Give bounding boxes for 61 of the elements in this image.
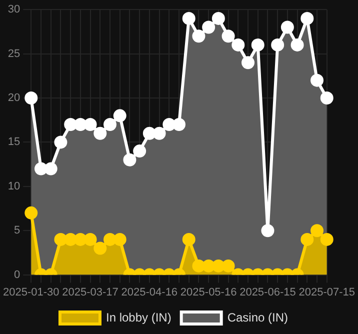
point <box>300 232 314 246</box>
point <box>182 12 196 25</box>
y-tick-label: 25 <box>8 48 20 60</box>
point <box>44 162 58 176</box>
point <box>310 224 324 238</box>
point <box>280 20 294 34</box>
x-tick-label: 2025-04-16 <box>121 286 178 298</box>
y-tick-label: 5 <box>14 224 20 237</box>
point <box>290 38 304 52</box>
point <box>192 259 206 272</box>
point <box>64 118 78 132</box>
point <box>54 232 68 246</box>
point <box>212 259 225 272</box>
x-tick-label: 2025-07-15 <box>298 286 356 298</box>
point <box>300 12 314 25</box>
y-tick-label: 10 <box>8 180 20 192</box>
point <box>103 232 116 246</box>
point <box>232 38 245 52</box>
point <box>202 259 216 272</box>
point <box>152 126 166 140</box>
point <box>182 232 196 246</box>
y-tick-label: 30 <box>8 4 20 16</box>
point <box>54 136 68 149</box>
point <box>251 38 264 52</box>
point <box>94 242 107 255</box>
point <box>172 118 186 132</box>
x-tick-label: 2025-03-17 <box>62 286 118 298</box>
legend-label: In lobby (IN) <box>106 310 172 324</box>
point <box>142 126 156 140</box>
point <box>94 126 107 140</box>
point <box>74 118 87 132</box>
point <box>222 30 235 43</box>
point <box>202 20 216 34</box>
y-tick-label: 20 <box>8 92 20 104</box>
point <box>103 118 116 132</box>
point <box>162 118 176 132</box>
x-tick-label: 2025-05-16 <box>180 286 237 298</box>
point <box>64 232 78 246</box>
point <box>74 232 87 246</box>
point <box>113 232 126 246</box>
legend-label: Casino (IN) <box>227 310 288 324</box>
point <box>113 109 126 122</box>
point <box>310 74 324 87</box>
point <box>261 224 274 238</box>
point <box>271 38 284 52</box>
point <box>84 232 97 246</box>
point <box>222 259 235 272</box>
point <box>84 118 97 132</box>
point <box>24 206 38 220</box>
point <box>212 12 225 25</box>
point <box>133 144 146 158</box>
point <box>192 30 206 43</box>
point <box>320 232 334 246</box>
point <box>34 162 48 176</box>
x-tick-label: 2025-01-30 <box>2 286 60 298</box>
y-tick-label: 0 <box>14 268 20 281</box>
x-tick-label: 2025-06-15 <box>240 286 296 298</box>
point <box>123 153 136 166</box>
y-tick-label: 15 <box>8 136 20 148</box>
point <box>320 92 334 104</box>
point <box>242 56 255 70</box>
